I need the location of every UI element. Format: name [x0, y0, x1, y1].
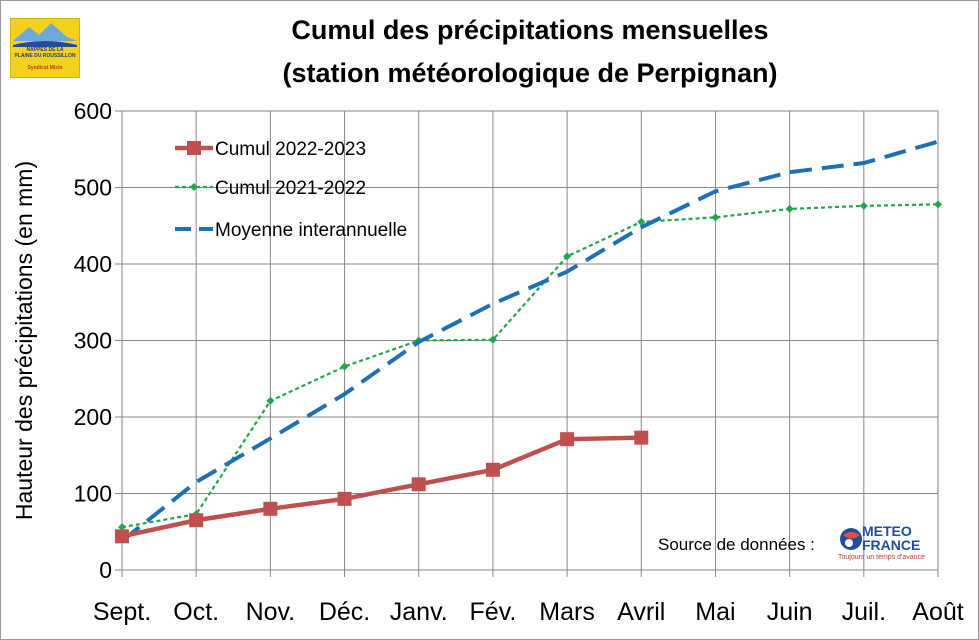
x-tick-label: Fév.	[470, 598, 517, 626]
x-tick-label: Juin	[767, 598, 813, 626]
x-tick-label: Mai	[695, 598, 735, 626]
series-point-2022-2023	[485, 462, 500, 477]
x-tick-label: Août	[912, 598, 963, 626]
chart-title: Cumul des précipitations mensuelles	[291, 15, 769, 45]
x-tick-label: Sept.	[93, 598, 151, 626]
series-point-2021-2022	[785, 204, 794, 213]
series-point-2022-2023	[263, 501, 278, 516]
series-point-2021-2022	[563, 252, 572, 261]
meteo-france-globe-icon	[840, 528, 862, 550]
y-tick-label: 500	[74, 175, 112, 201]
y-tick-label: 400	[74, 251, 112, 277]
y-axis-label: Hauteur des précipitations (en mm)	[11, 161, 37, 520]
x-tick-label: Juil.	[842, 598, 886, 626]
legend-marker-2022-2023	[187, 141, 201, 155]
source-label: Source de données :	[658, 535, 815, 554]
series-point-2021-2022	[118, 523, 126, 532]
series-point-2022-2023	[337, 491, 352, 506]
series-point-2022-2023	[189, 513, 204, 528]
x-tick-label: Nov.	[246, 598, 296, 626]
y-tick-label: 600	[74, 98, 112, 124]
x-tick-label: Avril	[617, 598, 665, 626]
series-point-2021-2022	[488, 335, 497, 344]
y-tick-label: 0	[99, 557, 112, 583]
series-point-2022-2023	[115, 529, 129, 544]
series-point-2021-2022	[859, 201, 868, 210]
series-line-2022-2023	[121, 435, 642, 539]
logo-text: NAPPES DE LA PLAINE DU ROUSSILLON	[14, 47, 76, 59]
y-tick-label: 200	[74, 404, 112, 430]
meteo-france-logo-text: METEO FRANCE	[862, 523, 921, 553]
series-point-2021-2022	[637, 217, 646, 226]
chart-subtitle: (station météorologique de Perpignan)	[282, 58, 778, 88]
meteo-france-tagline: Toujours un temps d'avance	[838, 554, 925, 561]
series-point-2021-2022	[934, 200, 942, 209]
x-tick-label: Janv.	[390, 598, 448, 626]
syndicat-logo: NAPPES DE LA PLAINE DU ROUSSILLON Syndic…	[10, 18, 80, 78]
series-point-2022-2023	[634, 430, 649, 445]
series-point-2022-2023	[560, 432, 575, 447]
series-point-2022-2023	[411, 477, 426, 492]
legend-marker-2021-2022	[190, 183, 198, 191]
legend-label: Moyenne interannuelle	[215, 220, 407, 241]
series-line-moyenne	[120, 139, 939, 543]
x-tick-label: Déc.	[319, 598, 370, 626]
logo-subtext: Syndicat Mixte	[27, 65, 63, 71]
series-point-2021-2022	[340, 362, 349, 371]
series-point-2021-2022	[711, 213, 720, 222]
y-tick-label: 100	[74, 481, 112, 507]
legend: Cumul 2022-2023 Cumul 2021-2022 Moyenne in…	[175, 139, 407, 241]
x-tick-label: Oct.	[173, 598, 219, 626]
series-point-2021-2022	[266, 396, 275, 405]
mountain-icon	[13, 23, 77, 47]
legend-label: Cumul 2021-2022	[215, 178, 366, 199]
legend-label: Cumul 2022-2023	[215, 139, 366, 160]
y-tick-label: 300	[74, 328, 112, 354]
x-tick-label: Mars	[539, 598, 595, 626]
series-line-2021-2022	[121, 203, 939, 529]
